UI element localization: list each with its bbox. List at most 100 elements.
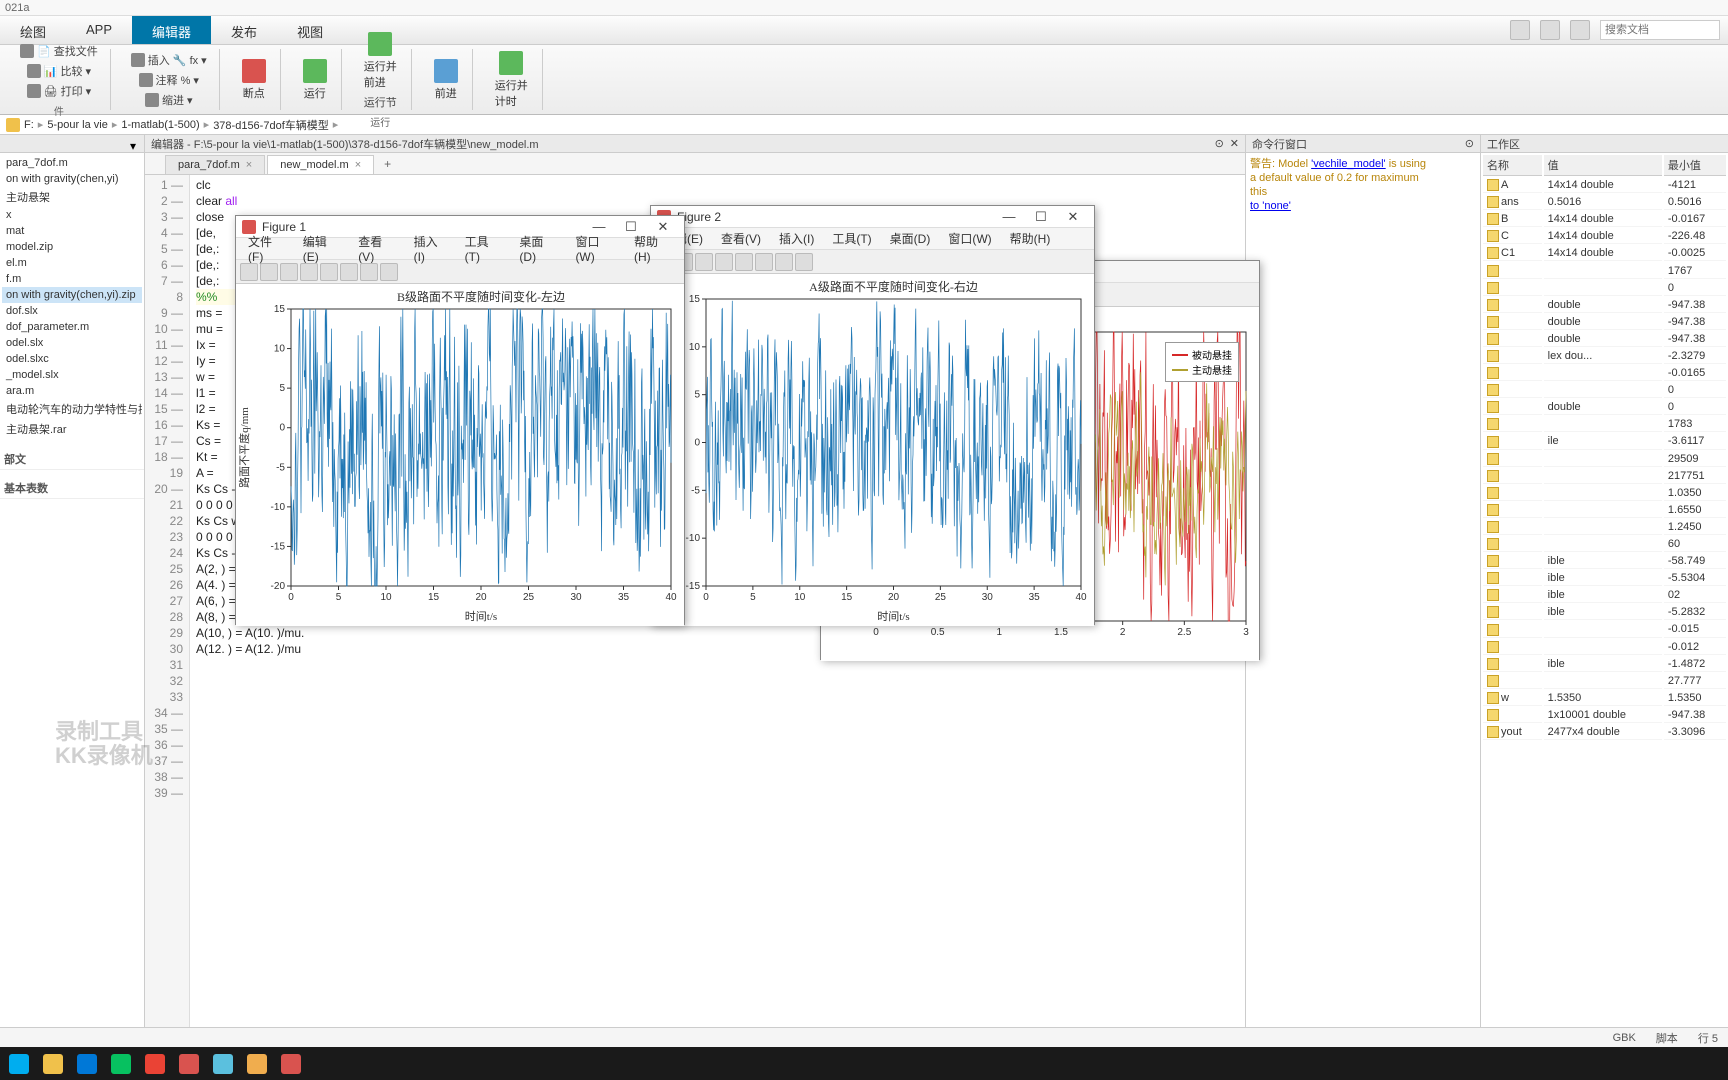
figure-tool-button[interactable] (795, 253, 813, 271)
tool-big-运行并 前进[interactable]: 运行并前进 (358, 30, 403, 92)
tool-small[interactable]: 注释 % ▾ (135, 70, 203, 90)
taskbar-explorer-icon[interactable] (38, 1050, 68, 1078)
cmd-dropdown-icon[interactable]: ⊙ (1465, 137, 1474, 150)
figure-titlebar[interactable]: Figure 2—☐✕ (651, 206, 1094, 228)
ws-variable-row[interactable]: double-947.38 (1483, 298, 1726, 313)
tool-small[interactable]: 🖨 打印 ▾ (23, 81, 96, 101)
ws-variable-row[interactable]: double0 (1483, 400, 1726, 415)
tool-small[interactable]: 📄 查找文件 (16, 41, 102, 61)
ws-variable-row[interactable]: 27.777 (1483, 674, 1726, 689)
figure-menu-item[interactable]: 插入(I) (406, 231, 455, 266)
ws-variable-row[interactable]: 217751 (1483, 469, 1726, 484)
ws-variable-row[interactable]: 1767 (1483, 263, 1726, 278)
tab-close-icon[interactable]: × (355, 159, 361, 171)
file-item[interactable]: _model.slx (2, 367, 142, 383)
ws-variable-row[interactable]: -0.012 (1483, 640, 1726, 655)
figure-tool-button[interactable] (260, 263, 278, 281)
tool-big-断点[interactable]: 断点 (236, 57, 272, 103)
ribbon-tab-1[interactable]: APP (66, 16, 132, 44)
ws-variable-row[interactable]: 0 (1483, 281, 1726, 296)
ws-variable-row[interactable]: -0.0165 (1483, 366, 1726, 381)
figure2-window[interactable]: Figure 2—☐✕编辑(E)查看(V)插入(I)工具(T)桌面(D)窗口(W… (650, 205, 1095, 625)
figure-menu-item[interactable]: 查看(V) (713, 228, 769, 249)
tool-big-运行并 计时[interactable]: 运行并计时 (489, 49, 534, 111)
file-item[interactable]: odel.slxc (2, 351, 142, 367)
minimize-button[interactable]: — (994, 208, 1024, 226)
ws-variable-row[interactable]: double-947.38 (1483, 332, 1726, 347)
ws-variable-row[interactable]: C14x14 double-226.48 (1483, 229, 1726, 244)
taskbar-wechat-icon[interactable] (106, 1050, 136, 1078)
save-icon[interactable] (1510, 20, 1530, 40)
ws-variable-row[interactable]: -0.015 (1483, 622, 1726, 637)
path-segment[interactable]: 1-matlab(1-500) (121, 119, 199, 131)
file-item[interactable]: 电动轮汽车的动力学特性与振... (2, 399, 142, 419)
file-item[interactable]: dof_parameter.m (2, 319, 142, 335)
collapse-icon[interactable]: ▾ (130, 139, 140, 149)
taskbar-app1-icon[interactable] (174, 1050, 204, 1078)
figure-menu-item[interactable]: 工具(T) (824, 228, 879, 249)
taskbar-notepad-icon[interactable] (208, 1050, 238, 1078)
ws-variable-row[interactable]: ible-5.5304 (1483, 571, 1726, 586)
figure-menu-item[interactable]: 帮助(H) (1002, 228, 1059, 249)
tool-small[interactable]: 📊 比较 ▾ (23, 61, 95, 81)
figure-menu-item[interactable]: 窗口(W) (567, 231, 624, 266)
chart-legend[interactable]: 被动悬挂主动悬挂 (1165, 342, 1239, 382)
file-item[interactable]: f.m (2, 271, 142, 287)
path-segment[interactable]: 5-pour la vie (47, 119, 108, 131)
file-item[interactable]: dof.slx (2, 303, 142, 319)
ws-variable-row[interactable]: ible-5.2832 (1483, 605, 1726, 620)
figure-menu-item[interactable]: 桌面(D) (511, 231, 565, 266)
editor-close-icon[interactable]: ✕ (1230, 137, 1239, 150)
file-item[interactable]: el.m (2, 255, 142, 271)
ribbon-tab-0[interactable]: 绘图 (0, 16, 66, 44)
ws-variable-row[interactable]: ible-1.4872 (1483, 657, 1726, 672)
ws-variable-row[interactable]: 1.6550 (1483, 503, 1726, 518)
file-item[interactable]: 主动悬架 (2, 187, 142, 207)
figure-menu-item[interactable]: 工具(T) (457, 231, 510, 266)
ws-col-header[interactable]: 最小值 (1664, 155, 1726, 176)
ribbon-tab-4[interactable]: 视图 (277, 16, 343, 44)
figure-tool-button[interactable] (775, 253, 793, 271)
ws-variable-row[interactable]: 1.0350 (1483, 486, 1726, 501)
ws-variable-row[interactable]: yout2477x4 double-3.3096 (1483, 725, 1726, 740)
figure-tool-button[interactable] (240, 263, 258, 281)
ws-variable-row[interactable]: lex dou...-2.3279 (1483, 349, 1726, 364)
figure-menu-item[interactable]: 插入(I) (771, 228, 822, 249)
ws-variable-row[interactable]: ible02 (1483, 588, 1726, 603)
ws-variable-row[interactable]: double-947.38 (1483, 315, 1726, 330)
taskbar-start-icon[interactable] (4, 1050, 34, 1078)
ribbon-tab-2[interactable]: 编辑器 (132, 16, 211, 44)
tab-add-button[interactable]: + (376, 154, 399, 174)
path-segment[interactable]: 378-d156-7dof车辆模型 (213, 117, 329, 133)
figure-tool-button[interactable] (300, 263, 318, 281)
file-item[interactable]: on with gravity(chen,yi) (2, 171, 142, 187)
taskbar-chrome-icon[interactable] (140, 1050, 170, 1078)
file-item[interactable]: 主动悬架.rar (2, 419, 142, 439)
figure-menu-item[interactable]: 编辑(E) (295, 231, 348, 266)
editor-tab[interactable]: new_model.m× (267, 155, 374, 174)
figure-tool-button[interactable] (695, 253, 713, 271)
figure-menu-item[interactable]: 桌面(D) (882, 228, 939, 249)
editor-min-icon[interactable]: ⊙ (1215, 137, 1224, 150)
close-button[interactable]: ✕ (1058, 208, 1088, 226)
figure-menu-item[interactable]: 窗口(W) (940, 228, 999, 249)
help-icon[interactable] (1570, 20, 1590, 40)
figure-menu-item[interactable]: 帮助(H) (626, 231, 680, 266)
figure-tool-button[interactable] (755, 253, 773, 271)
ws-variable-row[interactable]: 0 (1483, 383, 1726, 398)
path-segment[interactable]: F: (24, 119, 34, 131)
figure-tool-button[interactable] (360, 263, 378, 281)
ws-variable-row[interactable]: ile-3.6117 (1483, 434, 1726, 449)
ws-variable-row[interactable]: 1.2450 (1483, 520, 1726, 535)
figure-tool-button[interactable] (340, 263, 358, 281)
ws-variable-row[interactable]: 1783 (1483, 417, 1726, 432)
ws-variable-row[interactable]: 60 (1483, 537, 1726, 552)
file-item[interactable]: on with gravity(chen,yi).zip (2, 287, 142, 303)
file-item[interactable]: model.zip (2, 239, 142, 255)
ws-variable-row[interactable]: 29509 (1483, 452, 1726, 467)
command-output[interactable]: 警告: Model 'vechile_model' is usinga defa… (1246, 153, 1480, 217)
figure-tool-button[interactable] (715, 253, 733, 271)
ws-col-header[interactable]: 值 (1544, 155, 1662, 176)
figure-tool-button[interactable] (380, 263, 398, 281)
maximize-button[interactable]: ☐ (1026, 208, 1056, 226)
